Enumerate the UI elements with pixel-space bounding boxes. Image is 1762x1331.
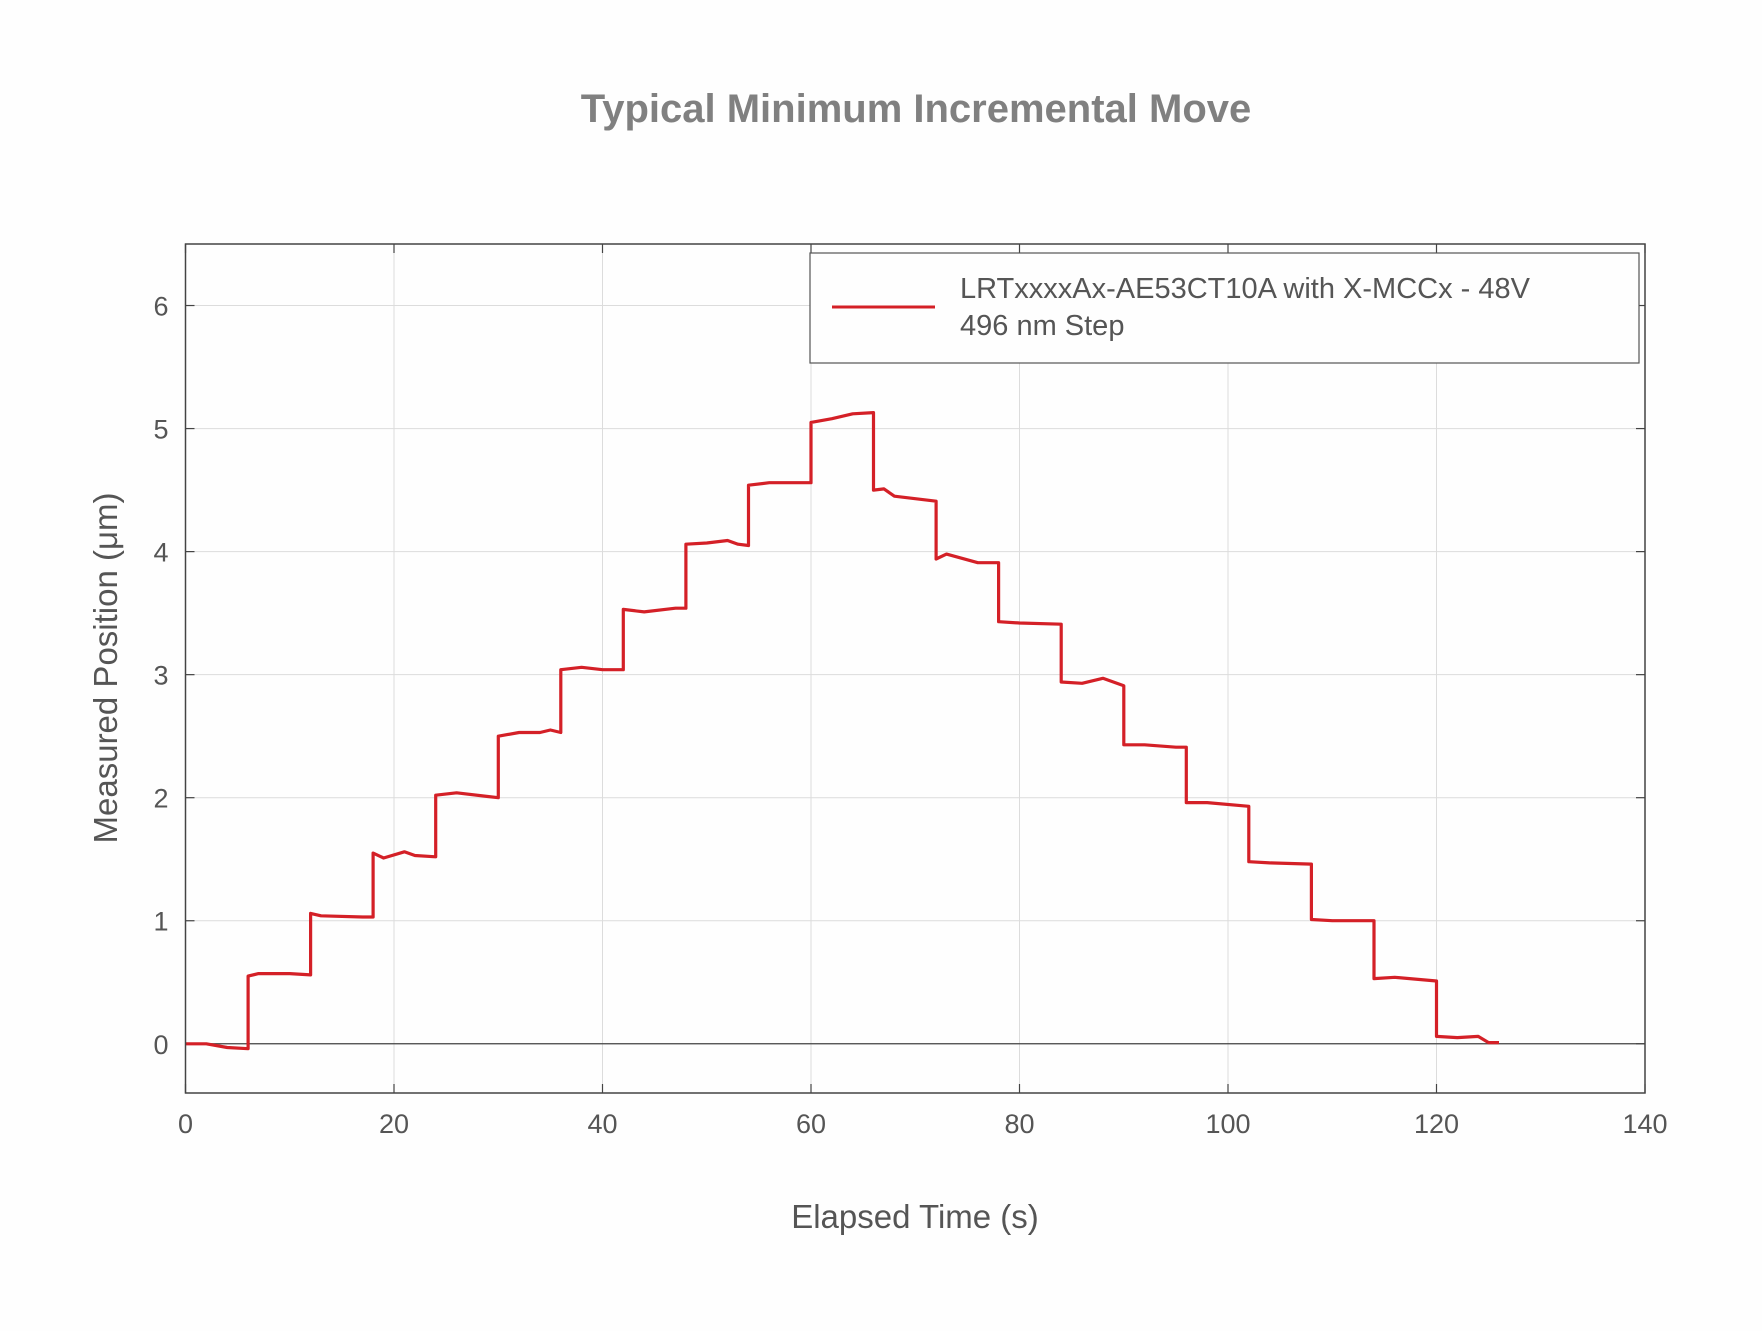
y-tick-label: 4 [153, 538, 168, 568]
x-tick-label: 100 [1205, 1109, 1250, 1139]
series-line [185, 411, 1499, 1051]
y-tick-label: 6 [153, 292, 168, 322]
y-tick-label: 0 [153, 1030, 168, 1060]
ticks: 0 20 40 60 80 100 120 140 0 1 2 3 4 5 6 [153, 244, 1668, 1139]
y-tick-label: 3 [153, 661, 168, 691]
x-tick-label: 40 [587, 1109, 617, 1139]
x-tick-label: 20 [379, 1109, 409, 1139]
legend-label: LRTxxxxAx-AE53CT10A with X-MCCx - 48V [960, 273, 1531, 305]
plot-frame [184, 243, 1646, 1094]
x-tick-label: 80 [1004, 1109, 1034, 1139]
x-tick-label: 0 [178, 1109, 193, 1139]
y-axis-label: Measured Position (μm) [87, 493, 124, 844]
legend: LRTxxxxAx-AE53CT10A with X-MCCx - 48V 49… [809, 252, 1640, 364]
y-tick-label: 2 [153, 784, 168, 814]
x-tick-label: 140 [1622, 1109, 1667, 1139]
chart-title: Typical Minimum Incremental Move [581, 87, 1252, 131]
legend-label-line2: 496 nm Step [960, 310, 1124, 342]
y-tick-label: 1 [153, 907, 168, 937]
y-tick-label: 5 [153, 415, 168, 445]
x-tick-label: 120 [1414, 1109, 1459, 1139]
legend-box [809, 252, 1640, 364]
grid [185, 244, 1646, 1093]
x-axis-label: Elapsed Time (s) [791, 1198, 1039, 1235]
x-tick-label: 60 [796, 1109, 826, 1139]
